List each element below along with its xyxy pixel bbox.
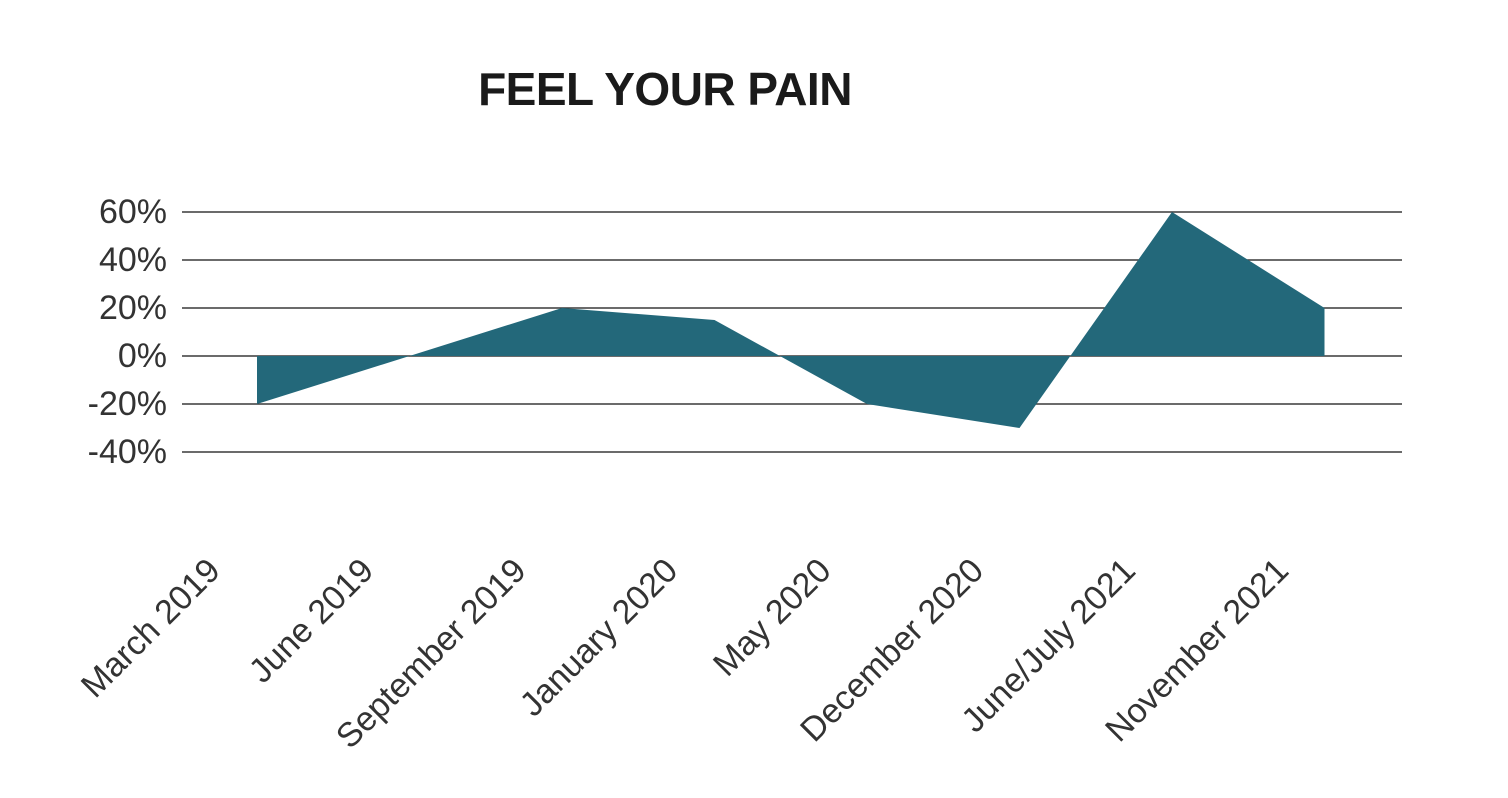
y-tick-label: 20% — [98, 289, 167, 327]
y-tick-label: -40% — [87, 433, 167, 471]
y-tick-label: 60% — [98, 193, 167, 231]
y-tick-label: 0% — [117, 337, 167, 375]
area-series — [257, 212, 1325, 428]
chart-title: FEEL YOUR PAIN — [478, 63, 852, 115]
y-tick-label: -20% — [87, 385, 167, 423]
y-tick-label: 40% — [98, 241, 167, 279]
